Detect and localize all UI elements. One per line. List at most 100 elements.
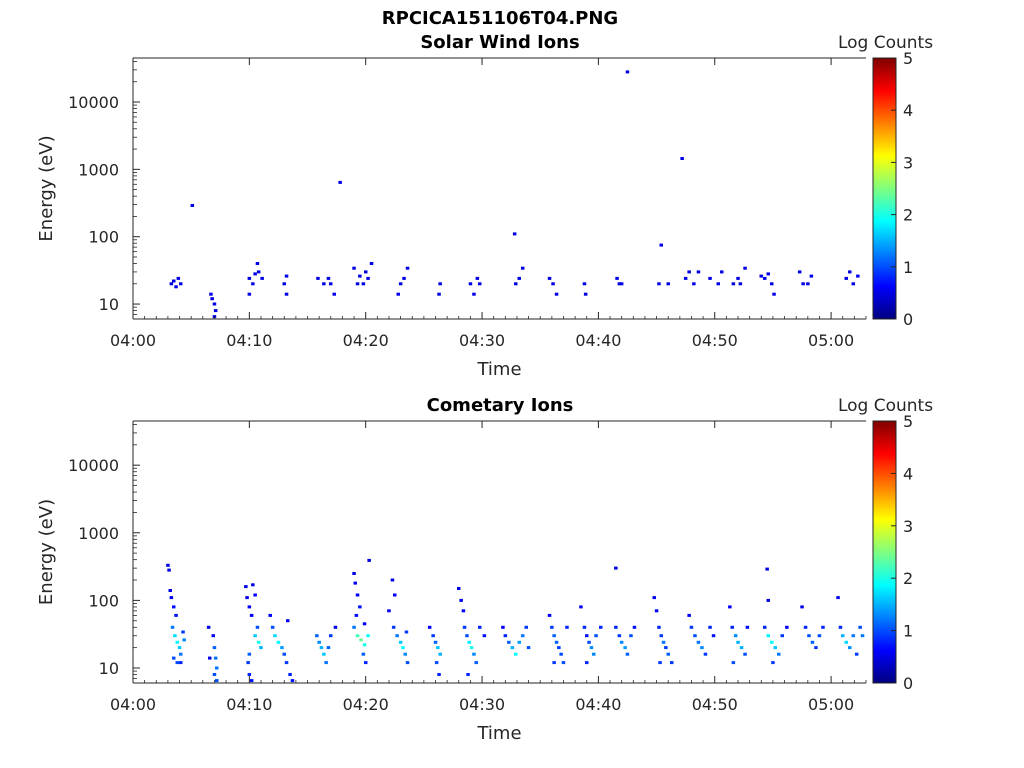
x-tick-label: 04:30 — [459, 331, 505, 350]
heatmap-cell — [317, 640, 321, 644]
heatmap-cell — [253, 634, 257, 638]
heatmap-cell — [619, 640, 624, 644]
heatmap-cell — [770, 282, 774, 286]
heatmap-cell — [215, 666, 219, 670]
heatmap-cell — [585, 661, 589, 665]
heatmap-cell — [552, 661, 556, 665]
heatmap-cell — [437, 673, 441, 676]
heatmap-cell — [284, 274, 289, 278]
heatmap-cell — [290, 679, 295, 683]
heatmap-cell — [736, 640, 740, 644]
heatmap-cell — [462, 625, 467, 629]
heatmap-cell — [326, 646, 331, 650]
heatmap-cell — [282, 652, 286, 656]
heatmap-cell — [524, 625, 528, 629]
heatmap-cell — [599, 625, 603, 629]
heatmap-cell — [806, 282, 810, 286]
heatmap-cell — [332, 292, 336, 296]
heatmap-cell — [738, 282, 743, 286]
heatmap-cell — [801, 282, 805, 286]
colorbar-gradient — [872, 420, 897, 684]
heatmap-cell — [361, 282, 366, 286]
heatmap-cell — [472, 652, 476, 656]
heatmap-cell — [247, 652, 252, 656]
heatmap-cell — [582, 282, 587, 286]
heatmap-cell — [353, 581, 357, 585]
heatmap-cell — [182, 638, 186, 642]
heatmap-cell — [708, 625, 712, 629]
heatmap-cell — [169, 282, 174, 286]
heatmap-cell — [696, 270, 701, 274]
y-tick-label: 10000 — [68, 93, 119, 112]
x-tick-label: 04:00 — [110, 695, 156, 714]
heatmap-cell — [172, 279, 176, 283]
heatmap-cell — [657, 282, 661, 286]
heatmap-cell — [680, 157, 684, 160]
heatmap-cell — [209, 292, 213, 296]
x-tick-label: 04:30 — [459, 695, 505, 714]
heatmap-cell — [405, 661, 410, 665]
heatmap-cell — [393, 593, 397, 597]
heatmap-cell — [703, 652, 708, 656]
heatmap-cell — [329, 634, 333, 638]
heatmap-cell — [785, 625, 789, 629]
x-axis-label: Time — [476, 359, 521, 380]
heatmap-cell — [352, 625, 356, 629]
x-tick-label: 04:00 — [110, 331, 156, 350]
heatmap-cell — [253, 272, 257, 276]
heatmap-cell — [208, 656, 212, 660]
heatmap-cell — [814, 646, 818, 650]
heatmap-cell — [797, 270, 802, 274]
heatmap-cell — [856, 274, 860, 278]
heatmap-cell — [510, 646, 515, 650]
heatmap-cell — [807, 634, 811, 638]
heatmap-cell — [245, 596, 249, 600]
heatmap-cell — [212, 673, 217, 676]
heatmap-cell — [514, 282, 518, 286]
heatmap-cell — [329, 282, 333, 286]
y-axis-label: Energy (eV) — [36, 499, 57, 605]
heatmap-cell — [526, 646, 531, 650]
heatmap-cell — [175, 661, 179, 665]
heatmap-cell — [547, 613, 552, 617]
heatmap-cell — [326, 276, 331, 280]
heatmap-cell — [550, 625, 554, 629]
heatmap-cell — [561, 661, 566, 665]
heatmap-cell — [731, 661, 736, 665]
heatmap-cell — [176, 276, 181, 280]
colorbar-tick-label: 5 — [903, 412, 913, 431]
heatmap-cell — [503, 634, 508, 638]
heatmap-cell — [474, 661, 478, 665]
heatmap-cell — [354, 613, 359, 617]
heatmap-cell — [177, 646, 182, 650]
heatmap-cell — [472, 292, 476, 296]
heatmap-cell — [367, 558, 371, 562]
heatmap-cell — [402, 276, 406, 280]
heatmap-cell — [366, 634, 370, 638]
colorbar-label: Log Counts — [838, 396, 933, 416]
heatmap-cell — [745, 625, 750, 629]
heatmap-cell — [551, 282, 555, 286]
heatmap-cell — [666, 652, 670, 656]
heatmap-cell — [259, 646, 263, 650]
heatmap-cell — [433, 640, 438, 644]
heatmap-cell — [390, 578, 395, 582]
heatmap-cell — [817, 634, 822, 638]
heatmap-cell — [181, 630, 185, 634]
heatmap-cell — [427, 625, 432, 629]
colorbar-label: Log Counts — [838, 33, 933, 53]
heatmap-cell — [465, 634, 469, 638]
heatmap-cell — [256, 270, 261, 274]
heatmap-cell — [565, 625, 569, 629]
heatmap-cell — [766, 598, 770, 602]
heatmap-cell — [625, 652, 630, 656]
heatmap-cell — [700, 646, 704, 650]
heatmap-cell — [619, 282, 624, 286]
heatmap-cell — [249, 613, 254, 617]
heatmap-cells — [169, 70, 860, 319]
heatmap-cell — [770, 640, 774, 644]
heatmap-cell — [169, 596, 174, 600]
heatmap-cell — [517, 640, 521, 644]
heatmap-cell — [401, 646, 405, 650]
